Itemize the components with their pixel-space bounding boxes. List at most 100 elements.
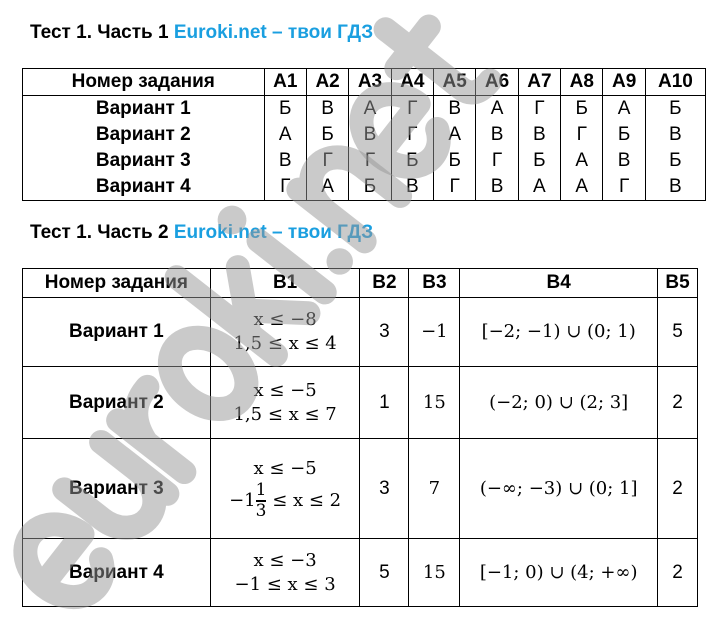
whole-part: −1 (229, 489, 256, 511)
answer-cell: Б (602, 122, 646, 148)
row-label: Вариант 4 (22, 174, 265, 201)
b5-cell: 5 (656, 297, 699, 367)
column-header: Номер задания (22, 268, 211, 298)
b2-cell: 1 (359, 366, 410, 439)
answer-cell: А (305, 174, 350, 201)
answer-cell: В (602, 148, 646, 174)
b4-cell: [−1; 0) ∪ (4; +∞) (459, 538, 658, 607)
column-header: A7 (517, 68, 562, 96)
column-header: A3 (348, 68, 392, 96)
inequality: x ≤ −8 (253, 309, 317, 330)
inequality: 1,5 ≤ x ≤ 4 (233, 333, 337, 354)
answer-cell: А (475, 95, 519, 122)
column-header: A2 (305, 68, 350, 96)
answer-cell: Г (517, 95, 562, 122)
column-header: B1 (209, 268, 361, 298)
answer-cell: Б (348, 174, 392, 201)
row-label: Вариант 2 (22, 366, 211, 439)
header-row: Номер задания B1 B2 B3 B4 B5 (22, 268, 699, 298)
part1-title: Тест 1. Часть 1 Euroki.net – твои ГДЗ (30, 22, 373, 44)
answer-cell: Г (390, 122, 435, 148)
b3-cell: 7 (408, 438, 461, 539)
answer-cell: А (432, 122, 477, 148)
part1-answers-table: Номер задания A1 A2 A3 A4 A5 A6 A7 A8 A9 A10 Вариан… (22, 68, 707, 201)
row-label: Вариант 3 (22, 148, 265, 174)
b3-cell: 15 (408, 366, 461, 439)
answer-cell: А (348, 95, 392, 122)
b5-cell: 2 (656, 538, 699, 607)
answer-cell: Г (263, 174, 307, 201)
inequality: 1,5 ≤ x ≤ 7 (233, 403, 337, 425)
inequality: −1 1 3 ≤ x ≤ 2 (211, 479, 360, 521)
denominator: 3 (255, 500, 267, 521)
b1-cell: x ≤ −8 1,5 ≤ x ≤ 4 (209, 297, 361, 367)
table-row: Вариант 1 x ≤ −8 1,5 ≤ x ≤ 4 3 −1 [−2; −1) ∪ … (22, 297, 699, 367)
inequality-rest: ≤ x ≤ 2 (272, 489, 342, 511)
answer-cell: В (644, 122, 707, 148)
brand-link[interactable]: Euroki.net – твои ГДЗ (173, 22, 374, 43)
row-label: Вариант 2 (22, 122, 265, 148)
answer-cell: В (644, 174, 707, 201)
inequality: x ≤ −3 (253, 549, 317, 571)
answer-cell: Г (560, 122, 604, 148)
column-header: B3 (408, 268, 461, 298)
b4-cell: (−∞; −3) ∪ (0; 1] (459, 438, 658, 539)
answer-cell: А (517, 174, 562, 201)
row-label: Вариант 1 (22, 95, 265, 122)
b5-cell: 2 (656, 366, 699, 439)
b1-cell: x ≤ −5 1,5 ≤ x ≤ 7 (209, 366, 361, 439)
column-header: A8 (560, 68, 604, 96)
answer-cell: А (602, 95, 646, 122)
b5-cell: 2 (656, 438, 699, 539)
column-header: A5 (432, 68, 477, 96)
column-header: B5 (656, 268, 699, 298)
answer-cell: Г (475, 148, 519, 174)
b1-cell: x ≤ −5 −1 1 3 ≤ x ≤ 2 (209, 438, 361, 539)
column-header: A4 (390, 68, 435, 96)
answer-cell: Г (602, 174, 646, 201)
answer-cell: В (263, 148, 307, 174)
answer-cell: А (560, 174, 604, 201)
b3-cell: −1 (408, 297, 461, 367)
column-header: A1 (263, 68, 307, 96)
inequality: x ≤ −5 (253, 457, 317, 479)
answer-cell: А (560, 148, 604, 174)
column-header: B2 (359, 268, 410, 298)
b2-cell: 5 (359, 538, 410, 607)
column-header: A9 (602, 68, 646, 96)
answer-cell: А (263, 122, 307, 148)
answer-cell: В (432, 95, 477, 122)
answer-cell: Б (263, 95, 307, 122)
numerator: 1 (255, 479, 267, 502)
answer-cell: Г (305, 148, 350, 174)
answer-cell: Б (517, 148, 562, 174)
answer-cell: Б (644, 148, 707, 174)
answer-cell: Б (305, 122, 350, 148)
answer-cell: В (475, 174, 519, 201)
answer-cell: В (475, 122, 519, 148)
answer-cell: Б (432, 148, 477, 174)
answer-cell: Б (644, 95, 707, 122)
answer-cell: В (305, 95, 350, 122)
b1-cell: x ≤ −3 −1 ≤ x ≤ 3 (209, 538, 361, 607)
answer-cell: В (348, 122, 392, 148)
column-header: A6 (475, 68, 519, 96)
part2-title-text: Тест 1. Часть 2 (30, 222, 169, 243)
column-header: Номер задания (22, 68, 265, 96)
column-header: A10 (644, 68, 707, 96)
b2-cell: 3 (359, 438, 410, 539)
part1-title-text: Тест 1. Часть 1 (30, 22, 169, 43)
brand-link[interactable]: Euroki.net – твои ГДЗ (173, 222, 374, 243)
answer-cell: Г (432, 174, 477, 201)
answer-cell: В (390, 174, 435, 201)
